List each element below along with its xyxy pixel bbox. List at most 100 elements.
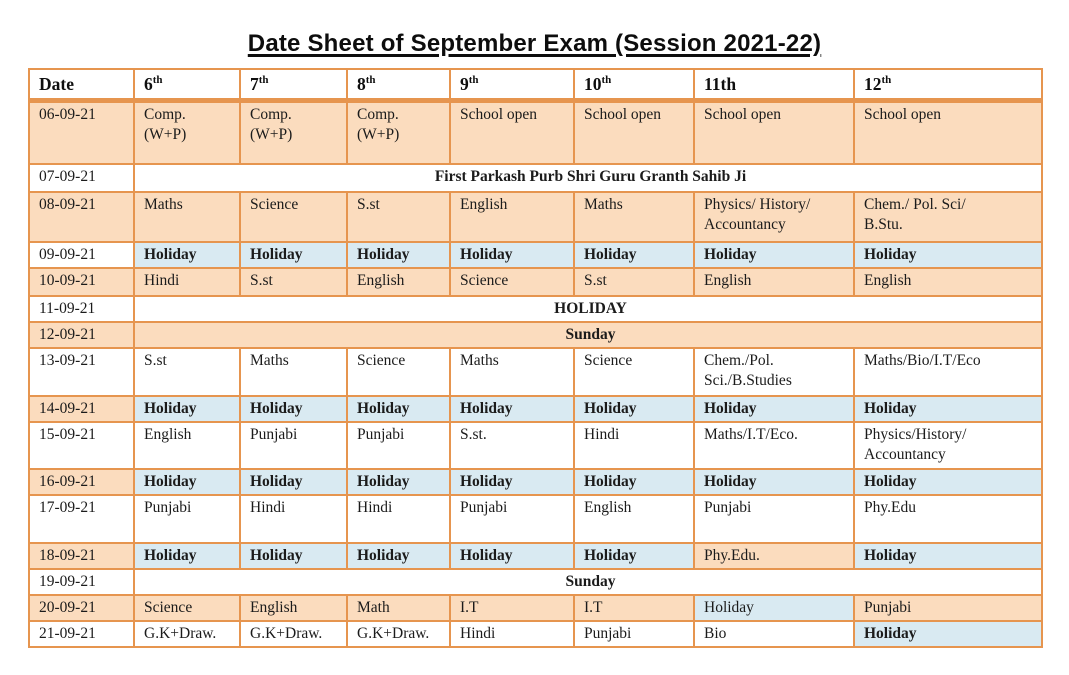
subject-cell: Holiday	[239, 542, 348, 570]
class-suffix: th	[258, 74, 269, 87]
subject-cell: Comp. (W+P)	[346, 99, 451, 165]
subject-cell: Hindi	[239, 494, 348, 544]
subject-cell: Science	[239, 191, 348, 243]
subject-cell: Punjabi	[573, 620, 695, 648]
subject-cell: Holiday	[239, 468, 348, 496]
date-cell: 12-09-21	[28, 321, 135, 349]
subject-cell: English	[449, 191, 575, 243]
subject-cell: English	[693, 267, 855, 297]
date-cell: 06-09-21	[28, 99, 135, 165]
datesheet-body: 06-09-21 Comp. (W+P) Comp. (W+P) Comp. (W+P…	[28, 99, 1043, 648]
subject-cell: Holiday	[449, 468, 575, 496]
date-cell: 10-09-21	[28, 267, 135, 297]
subject-cell: Holiday	[693, 594, 855, 622]
subject-cell: Science	[573, 347, 695, 397]
subject-cell: School open	[573, 99, 695, 165]
subject-cell: Phy.Edu.	[693, 542, 855, 570]
subject-cell: Punjabi	[239, 421, 348, 470]
subject-cell: School open	[853, 99, 1043, 165]
column-header-class: 9th	[449, 68, 575, 103]
class-suffix: th	[468, 74, 479, 87]
date-cell: 18-09-21	[28, 542, 135, 570]
subject-cell: Holiday	[573, 468, 695, 496]
merged-note-cell: Sunday	[133, 568, 1043, 596]
subject-cell: Hindi	[133, 267, 241, 297]
datesheet-table: Date 6th 7th 8th 9th 10th 11th 12th 06-09-21 Co…	[28, 68, 1043, 648]
table-row: 16-09-21 Holiday Holiday Holiday Holiday Holi…	[28, 468, 1043, 496]
subject-cell: Holiday	[133, 542, 241, 570]
subject-cell: Holiday	[239, 395, 348, 423]
subject-cell: Chem./Pol. Sci./B.Studies	[693, 347, 855, 397]
subject-cell: Holiday	[693, 468, 855, 496]
subject-cell: School open	[693, 99, 855, 165]
subject-cell: Bio	[693, 620, 855, 648]
subject-cell: Holiday	[133, 395, 241, 423]
subject-cell: I.T	[449, 594, 575, 622]
subject-cell: Holiday	[346, 395, 451, 423]
subject-cell: Holiday	[573, 542, 695, 570]
subject-cell: Science	[346, 347, 451, 397]
subject-cell: Punjabi	[693, 494, 855, 544]
subject-cell: School open	[449, 99, 575, 165]
class-number: 10	[584, 74, 602, 94]
subject-cell: Holiday	[573, 241, 695, 269]
table-row: 13-09-21 S.st Maths Science Maths Science Chem…	[28, 347, 1043, 397]
subject-cell: Punjabi	[346, 421, 451, 470]
subject-cell: Holiday	[133, 468, 241, 496]
subject-cell: Physics/ History/ Accountancy	[693, 191, 855, 243]
date-cell: 16-09-21	[28, 468, 135, 496]
subject-cell: G.K+Draw.	[346, 620, 451, 648]
table-row: 12-09-21 Sunday	[28, 321, 1043, 349]
subject-cell: Science	[133, 594, 241, 622]
subject-cell: Hindi	[346, 494, 451, 544]
table-row: 08-09-21 Maths Science S.st English Maths Phys…	[28, 191, 1043, 243]
class-suffix: th	[365, 74, 376, 87]
subject-cell: Holiday	[853, 620, 1043, 648]
table-row: 20-09-21 Science English Math I.T I.T Holiday P…	[28, 594, 1043, 622]
subject-cell: English	[346, 267, 451, 297]
date-cell: 21-09-21	[28, 620, 135, 648]
class-number: 9	[460, 74, 469, 94]
subject-cell: Chem./ Pol. Sci/ B.Stu.	[853, 191, 1043, 243]
table-row: 21-09-21 G.K+Draw. G.K+Draw. G.K+Draw. Hindi…	[28, 620, 1043, 648]
table-row: 06-09-21 Comp. (W+P) Comp. (W+P) Comp. (W+P…	[28, 99, 1043, 165]
subject-cell: Maths/I.T/Eco.	[693, 421, 855, 470]
table-row: 10-09-21 Hindi S.st English Science S.st Engli…	[28, 267, 1043, 297]
subject-cell: English	[133, 421, 241, 470]
subject-cell: Holiday	[133, 241, 241, 269]
subject-cell: Comp. (W+P)	[239, 99, 348, 165]
column-header-class: 7th	[239, 68, 348, 103]
subject-cell: English	[239, 594, 348, 622]
class-number: 11	[704, 74, 721, 94]
column-header-class: 8th	[346, 68, 451, 103]
column-header-class: 6th	[133, 68, 241, 103]
table-row: 07-09-21 First Parkash Purb Shri Guru Gra…	[28, 163, 1043, 193]
class-number: 8	[357, 74, 366, 94]
subject-cell: English	[573, 494, 695, 544]
class-suffix: th	[152, 74, 163, 87]
subject-cell: G.K+Draw.	[239, 620, 348, 648]
subject-cell: Punjabi	[853, 594, 1043, 622]
subject-cell: Math	[346, 594, 451, 622]
subject-cell: Holiday	[346, 542, 451, 570]
subject-cell: S.st	[133, 347, 241, 397]
class-suffix: th	[601, 74, 612, 87]
class-suffix: th	[720, 74, 737, 94]
page-title: Date Sheet of September Exam (Session 20…	[247, 30, 822, 57]
subject-cell: Holiday	[853, 241, 1043, 269]
class-number: 7	[250, 74, 259, 94]
table-row: 19-09-21 Sunday	[28, 568, 1043, 596]
table-row: 15-09-21 English Punjabi Punjabi S.st. Hindi M…	[28, 421, 1043, 470]
subject-cell: Maths	[573, 191, 695, 243]
subject-cell: Science	[449, 267, 575, 297]
subject-cell: Holiday	[449, 241, 575, 269]
subject-cell: Maths	[133, 191, 241, 243]
subject-cell: S.st	[239, 267, 348, 297]
subject-cell: Holiday	[449, 542, 575, 570]
date-cell: 13-09-21	[28, 347, 135, 397]
column-header-class: 12th	[853, 68, 1043, 103]
subject-cell: English	[853, 267, 1043, 297]
subject-cell: I.T	[573, 594, 695, 622]
date-cell: 08-09-21	[28, 191, 135, 243]
